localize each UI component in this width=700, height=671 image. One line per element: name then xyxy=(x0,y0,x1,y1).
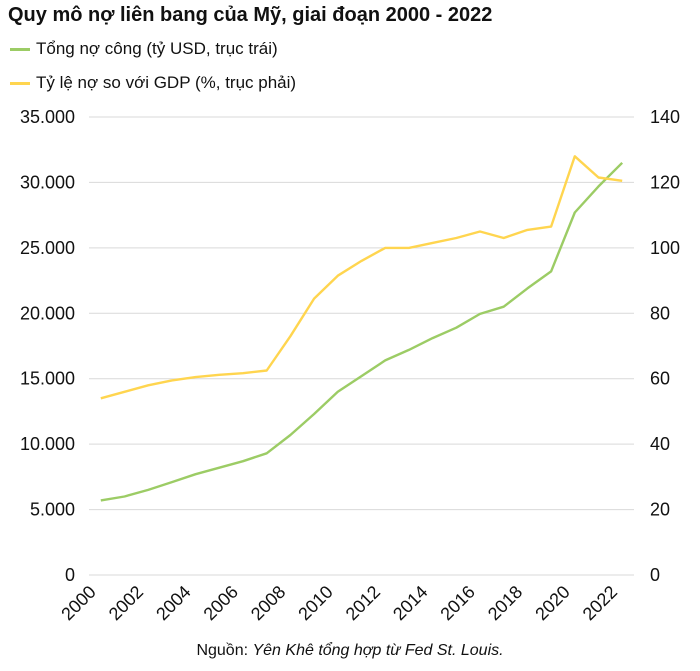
legend-swatch-debt-gdp xyxy=(10,81,30,85)
x-tick-label: 2018 xyxy=(484,582,526,624)
legend-item-debt-gdp: Tỷ lệ nợ so với GDP (%, trục phải) xyxy=(10,72,296,94)
right-tick-label: 120 xyxy=(650,172,680,192)
left-tick-label: 15.000 xyxy=(20,369,75,389)
series-line-total-debt xyxy=(100,161,624,502)
left-tick-label: 20.000 xyxy=(20,303,75,323)
right-tick-label: 100 xyxy=(650,238,680,258)
grid-lines xyxy=(89,116,634,576)
left-tick-label: 35.000 xyxy=(20,107,75,127)
x-tick-label: 2014 xyxy=(389,582,431,624)
left-tick-label: 5.000 xyxy=(30,500,75,520)
x-tick-label: 2004 xyxy=(152,582,194,624)
right-tick-label: 140 xyxy=(650,107,680,127)
right-tick-label: 0 xyxy=(650,565,660,585)
series-lines xyxy=(100,155,624,502)
left-tick-label: 10.000 xyxy=(20,434,75,454)
legend-label-total-debt: Tổng nợ công (tỷ USD, trục trái) xyxy=(36,39,278,58)
legend-swatch-total-debt xyxy=(10,47,30,51)
x-tick-label: 2012 xyxy=(342,582,384,624)
x-tick-label: 2002 xyxy=(105,582,147,624)
x-tick-label: 2010 xyxy=(294,582,336,624)
right-tick-label: 60 xyxy=(650,369,670,389)
left-tick-label: 25.000 xyxy=(20,238,75,258)
series-line-debt-gdp xyxy=(100,155,623,400)
x-tick-label: 2008 xyxy=(247,582,289,624)
right-tick-label: 40 xyxy=(650,434,670,454)
left-tick-label: 30.000 xyxy=(20,172,75,192)
legend-label-debt-gdp: Tỷ lệ nợ so với GDP (%, trục phải) xyxy=(36,73,297,92)
chart-title: Quy mô nợ liên bang của Mỹ, giai đoạn 20… xyxy=(8,4,493,26)
x-tick-label: 2000 xyxy=(57,582,99,624)
left-tick-label: 0 xyxy=(65,565,75,585)
x-axis-ticks: 2000 2002 2004 2006 2008 2010 2012 2014 2016 2018… xyxy=(57,582,621,624)
source-prefix: Nguồn: xyxy=(196,642,253,659)
x-tick-label: 2022 xyxy=(579,582,621,624)
chart-plot: 0 5.000 10.000 15.000 20.000 25.000 30.000 35.0… xyxy=(20,107,680,624)
x-tick-label: 2016 xyxy=(436,582,478,624)
source-note: Nguồn: Yên Khê tổng hợp từ Fed St. Louis… xyxy=(0,642,700,660)
left-axis-ticks: 0 5.000 10.000 15.000 20.000 25.000 30.000 35.0… xyxy=(20,107,75,585)
right-tick-label: 20 xyxy=(650,500,670,520)
right-axis-ticks: 0 20 40 60 80 100 120 140 xyxy=(650,107,680,585)
x-tick-label: 2006 xyxy=(200,582,242,624)
right-tick-label: 80 xyxy=(650,303,670,323)
legend-item-total-debt: Tổng nợ công (tỷ USD, trục trái) xyxy=(10,38,278,60)
source-text: Yên Khê tổng hợp từ Fed St. Louis. xyxy=(252,642,504,659)
x-tick-label: 2020 xyxy=(531,582,573,624)
